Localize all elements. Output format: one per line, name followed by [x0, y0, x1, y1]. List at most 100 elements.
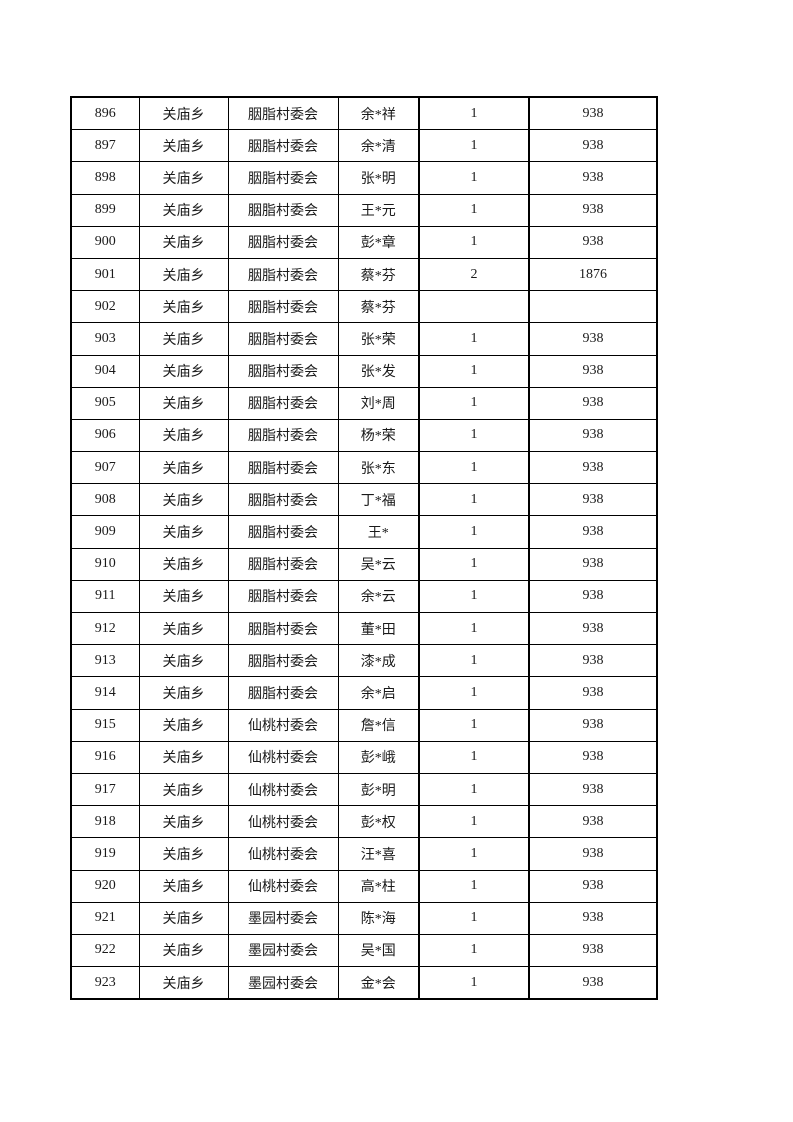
cell-no: 919	[70, 837, 140, 871]
cell-name: 吴*国	[337, 933, 420, 968]
cell-village: 仙桃村委会	[227, 740, 339, 774]
table-body: 896 关庙乡 胭脂村委会 余*祥 1 938 897 关庙乡 胭脂村委会 余*清 1 938 898 关…	[70, 96, 658, 1000]
cell-name: 张*东	[337, 451, 420, 485]
cell-town: 关庙乡	[138, 869, 229, 903]
cell-name: 余*启	[337, 676, 420, 710]
cell-amount: 938	[528, 579, 658, 614]
table-row: 914 关庙乡 胭脂村委会 余*启 1 938	[70, 676, 658, 710]
cell-name: 董*田	[337, 611, 420, 646]
table-row: 906 关庙乡 胭脂村委会 杨*荣 1 938	[70, 418, 658, 453]
cell-village: 墨园村委会	[227, 901, 339, 935]
cell-town: 关庙乡	[138, 451, 229, 485]
cell-name: 吴*云	[337, 547, 420, 581]
cell-village: 胭脂村委会	[227, 290, 339, 324]
cell-no: 907	[70, 451, 140, 485]
cell-count: 1	[418, 225, 530, 259]
cell-count: 1	[418, 515, 530, 549]
cell-village: 仙桃村委会	[227, 805, 339, 839]
cell-name: 刘*周	[337, 386, 420, 420]
subsidy-roster-table: 896 关庙乡 胭脂村委会 余*祥 1 938 897 关庙乡 胭脂村委会 余*清 1 938 898 关…	[70, 96, 658, 1001]
table-row: 905 关庙乡 胭脂村委会 刘*周 1 938	[70, 386, 658, 420]
cell-name: 张*发	[337, 354, 420, 388]
cell-name: 张*荣	[337, 322, 420, 356]
cell-no: 897	[70, 129, 140, 163]
cell-name: 陈*海	[337, 901, 420, 935]
cell-village: 胭脂村委会	[227, 579, 339, 614]
cell-town: 关庙乡	[138, 611, 229, 646]
cell-no: 901	[70, 257, 140, 292]
cell-amount: 938	[528, 96, 658, 131]
cell-village: 胭脂村委会	[227, 161, 339, 195]
cell-amount: 938	[528, 644, 658, 678]
cell-town: 关庙乡	[138, 418, 229, 453]
cell-village: 胭脂村委会	[227, 96, 339, 131]
cell-town: 关庙乡	[138, 966, 229, 1000]
cell-name: 王*	[337, 515, 420, 549]
cell-village: 仙桃村委会	[227, 837, 339, 871]
cell-village: 仙桃村委会	[227, 869, 339, 903]
cell-amount: 938	[528, 386, 658, 420]
cell-town: 关庙乡	[138, 837, 229, 871]
cell-no: 916	[70, 740, 140, 774]
table-row: 907 关庙乡 胭脂村委会 张*东 1 938	[70, 451, 658, 485]
cell-count: 1	[418, 676, 530, 710]
cell-village: 胭脂村委会	[227, 676, 339, 710]
cell-name: 余*云	[337, 579, 420, 614]
cell-count: 1	[418, 644, 530, 678]
cell-name: 张*明	[337, 161, 420, 195]
cell-no: 908	[70, 483, 140, 517]
cell-count: 1	[418, 966, 530, 1000]
cell-town: 关庙乡	[138, 708, 229, 742]
cell-count: 1	[418, 483, 530, 517]
cell-name: 彭*章	[337, 225, 420, 259]
cell-count: 1	[418, 418, 530, 453]
cell-count: 1	[418, 193, 530, 227]
table-row: 900 关庙乡 胭脂村委会 彭*章 1 938	[70, 225, 658, 259]
cell-name: 彭*峨	[337, 740, 420, 774]
cell-town: 关庙乡	[138, 257, 229, 292]
cell-no: 917	[70, 772, 140, 807]
cell-amount: 938	[528, 966, 658, 1000]
cell-village: 胭脂村委会	[227, 547, 339, 581]
table-row: 911 关庙乡 胭脂村委会 余*云 1 938	[70, 579, 658, 614]
cell-town: 关庙乡	[138, 193, 229, 227]
table-row: 921 关庙乡 墨园村委会 陈*海 1 938	[70, 901, 658, 935]
cell-town: 关庙乡	[138, 644, 229, 678]
cell-count: 1	[418, 740, 530, 774]
cell-amount: 938	[528, 161, 658, 195]
cell-no: 913	[70, 644, 140, 678]
cell-count: 1	[418, 322, 530, 356]
cell-count: 1	[418, 96, 530, 131]
cell-no: 903	[70, 322, 140, 356]
table-row: 897 关庙乡 胭脂村委会 余*清 1 938	[70, 129, 658, 163]
cell-no: 920	[70, 869, 140, 903]
cell-amount: 938	[528, 129, 658, 163]
cell-no: 912	[70, 611, 140, 646]
cell-town: 关庙乡	[138, 354, 229, 388]
cell-name: 杨*荣	[337, 418, 420, 453]
cell-name: 金*会	[337, 966, 420, 1000]
cell-town: 关庙乡	[138, 547, 229, 581]
cell-amount: 938	[528, 869, 658, 903]
cell-count: 1	[418, 869, 530, 903]
table-row: 916 关庙乡 仙桃村委会 彭*峨 1 938	[70, 740, 658, 774]
cell-town: 关庙乡	[138, 483, 229, 517]
cell-village: 胭脂村委会	[227, 386, 339, 420]
table-row: 903 关庙乡 胭脂村委会 张*荣 1 938	[70, 322, 658, 356]
cell-village: 胭脂村委会	[227, 451, 339, 485]
cell-town: 关庙乡	[138, 676, 229, 710]
cell-amount: 1876	[528, 257, 658, 292]
cell-count: 2	[418, 257, 530, 292]
cell-no: 922	[70, 933, 140, 968]
table-row: 912 关庙乡 胭脂村委会 董*田 1 938	[70, 611, 658, 646]
cell-town: 关庙乡	[138, 805, 229, 839]
cell-village: 胭脂村委会	[227, 193, 339, 227]
cell-village: 胭脂村委会	[227, 129, 339, 163]
cell-village: 墨园村委会	[227, 966, 339, 1000]
cell-no: 900	[70, 225, 140, 259]
table-row: 904 关庙乡 胭脂村委会 张*发 1 938	[70, 354, 658, 388]
cell-town: 关庙乡	[138, 225, 229, 259]
cell-town: 关庙乡	[138, 901, 229, 935]
cell-town: 关庙乡	[138, 96, 229, 131]
